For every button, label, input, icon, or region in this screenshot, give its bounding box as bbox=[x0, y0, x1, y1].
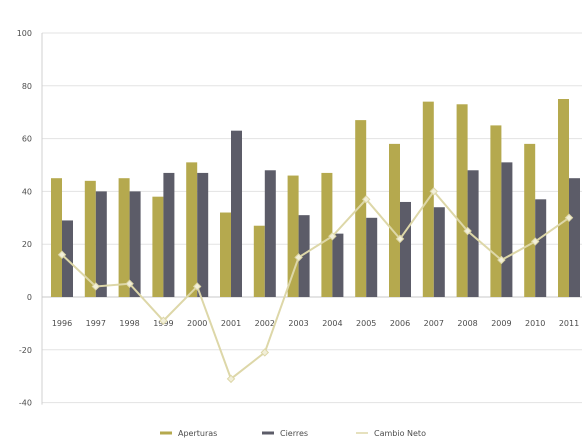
x-tick-label: 2010 bbox=[525, 319, 545, 328]
bars bbox=[51, 99, 580, 298]
line-point-2011 bbox=[564, 213, 574, 223]
bar-aperturas-2009 bbox=[490, 125, 502, 298]
bar-cierres-2005 bbox=[366, 217, 378, 297]
x-tick-label: 2000 bbox=[187, 319, 207, 328]
x-tick-label: 2011 bbox=[559, 319, 579, 328]
bar-cierres-2007 bbox=[433, 207, 445, 297]
line-point-2001 bbox=[226, 374, 236, 384]
legend: Aperturas Cierres Cambio Neto bbox=[160, 429, 426, 438]
x-tick-label: 2002 bbox=[255, 319, 275, 328]
line-point-2003 bbox=[294, 253, 303, 262]
bar-aperturas-1997 bbox=[84, 180, 96, 297]
y-tick-label: 0 bbox=[27, 293, 32, 302]
bar-aperturas-1998 bbox=[118, 178, 130, 297]
line-point-2006 bbox=[395, 234, 405, 244]
x-tick-label: 2006 bbox=[390, 319, 410, 328]
line-point-1996 bbox=[57, 250, 67, 260]
x-tick-label: 1998 bbox=[119, 319, 139, 328]
bar-aperturas-2006 bbox=[389, 143, 400, 297]
line-point-2008 bbox=[463, 226, 472, 236]
bar-aperturas-1996 bbox=[51, 178, 62, 297]
bar-cierres-2006 bbox=[400, 201, 411, 297]
bar-cierres-1999 bbox=[163, 172, 175, 297]
bar-aperturas-2002 bbox=[253, 225, 265, 297]
y-axis-tick-labels: 100 80 60 40 20 0 -20 -40 bbox=[17, 29, 32, 408]
bar-aperturas-2010 bbox=[524, 143, 536, 297]
bar-cierres-2008 bbox=[467, 170, 479, 297]
line-point-2002 bbox=[260, 348, 270, 357]
line-point-2005 bbox=[361, 195, 371, 204]
x-tick-label: 2003 bbox=[288, 319, 308, 328]
y-tick-label: 20 bbox=[22, 240, 32, 249]
y-tick-label: 60 bbox=[22, 135, 32, 144]
line-point-1998 bbox=[125, 279, 134, 289]
net-change-line bbox=[57, 187, 574, 384]
line-point-1997 bbox=[91, 282, 101, 291]
x-axis-tick-labels: 1996199719981999200020012002200320042005… bbox=[52, 319, 579, 328]
bar-cierres-2002 bbox=[264, 170, 276, 297]
y-tick-label: -20 bbox=[19, 346, 32, 355]
bar-aperturas-2005 bbox=[355, 120, 367, 298]
y-tick-label: 40 bbox=[22, 187, 32, 196]
bar-cierres-1997 bbox=[95, 191, 107, 297]
bar-cierres-2003 bbox=[298, 215, 310, 297]
bar-aperturas-2008 bbox=[456, 104, 468, 297]
y-tick-label: -40 bbox=[19, 399, 32, 408]
y-tick-label: 100 bbox=[17, 29, 32, 38]
bar-cierres-2009 bbox=[501, 162, 513, 297]
line-point-2010 bbox=[530, 237, 540, 246]
x-tick-label: 1997 bbox=[86, 319, 106, 328]
x-tick-label: 2001 bbox=[221, 319, 241, 328]
legend-label: Cambio Neto bbox=[374, 429, 426, 438]
x-tick-label: 2005 bbox=[356, 319, 376, 328]
bar-cierres-2011 bbox=[569, 178, 580, 297]
bar-cierres-2000 bbox=[197, 172, 209, 297]
bar-aperturas-2001 bbox=[220, 212, 231, 297]
line-point-2004 bbox=[328, 232, 337, 241]
bar-cierres-1998 bbox=[129, 191, 141, 297]
x-tick-label: 2008 bbox=[457, 319, 477, 328]
x-tick-label: 2007 bbox=[424, 319, 444, 328]
x-tick-label: 1996 bbox=[52, 319, 72, 328]
x-tick-label: 2004 bbox=[322, 319, 342, 328]
bar-cierres-2010 bbox=[535, 199, 547, 297]
bar-cierres-2001 bbox=[231, 130, 242, 297]
line-point-1999 bbox=[159, 316, 168, 326]
bar-cierres-2004 bbox=[332, 233, 344, 297]
bar-aperturas-2000 bbox=[186, 162, 198, 297]
y-tick-label: 80 bbox=[22, 82, 32, 91]
x-tick-label: 2009 bbox=[491, 319, 511, 328]
bar-aperturas-2004 bbox=[321, 172, 333, 297]
line-point-2000 bbox=[192, 282, 202, 291]
legend-label: Cierres bbox=[280, 429, 308, 438]
line-point-2009 bbox=[497, 255, 506, 265]
line-point-2007 bbox=[429, 187, 439, 196]
bar-aperturas-2003 bbox=[287, 175, 299, 297]
series-line-cambio-neto bbox=[61, 189, 570, 381]
bar-aperturas-2011 bbox=[558, 99, 569, 297]
bar-aperturas-1999 bbox=[152, 196, 164, 297]
legend-label: Aperturas bbox=[178, 429, 217, 438]
